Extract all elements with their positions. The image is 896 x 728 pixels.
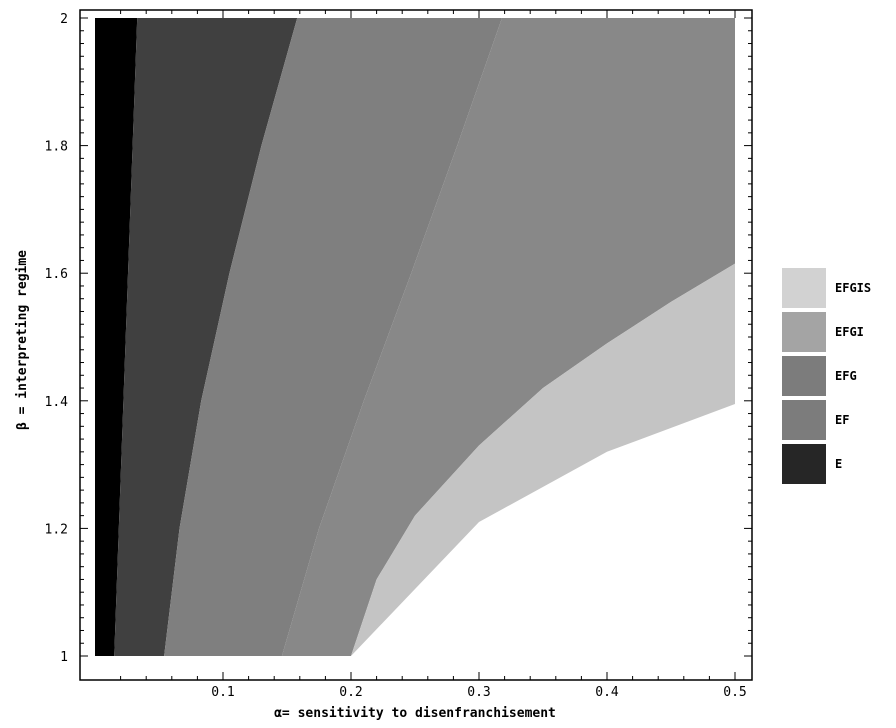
x-axis-title: α= sensitivity to disenfranchisement [274, 706, 556, 721]
region-black [95, 18, 138, 656]
region-grey [164, 18, 502, 656]
y-tick-label: 1.2 [45, 522, 68, 537]
x-tick-label: 0.5 [723, 685, 746, 700]
y-tick-label: 1 [60, 650, 68, 665]
x-tick-label: 0.2 [339, 685, 362, 700]
legend-label-efg: EFG [835, 369, 857, 383]
y-tick-label: 1.6 [45, 267, 68, 282]
legend-swatch-e [782, 444, 826, 484]
legend-label-ef: EF [835, 413, 849, 427]
legend-swatch-efgis [782, 268, 826, 308]
legend-label-efgi: EFGI [835, 325, 864, 339]
x-tick-label: 0.3 [467, 685, 490, 700]
y-axis-title: β = interpreting regime [15, 250, 30, 430]
legend-label-efgis: EFGIS [835, 281, 871, 295]
region-light [351, 263, 735, 656]
legend-label-e: E [835, 457, 842, 471]
legend-swatch-efgi [782, 312, 826, 352]
y-tick-label: 1.4 [45, 395, 69, 410]
legend-swatch-efg [782, 356, 826, 396]
legend-swatch-ef [782, 400, 826, 440]
plot-frame [79, 9, 753, 681]
y-tick-label: 2 [60, 12, 68, 27]
region-dark [114, 18, 298, 656]
x-tick-label: 0.4 [595, 685, 619, 700]
region-upper-grey [281, 18, 735, 656]
x-tick-label: 0.1 [211, 685, 234, 700]
y-tick-label: 1.8 [45, 140, 68, 155]
